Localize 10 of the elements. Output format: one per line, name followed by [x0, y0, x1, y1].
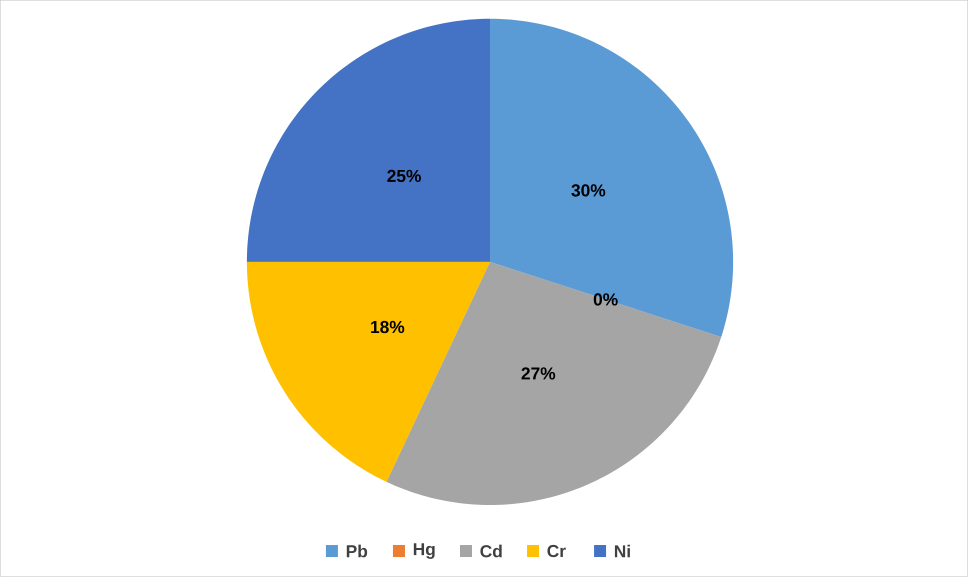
legend-label: Pb [346, 544, 368, 558]
data-label: 30% [571, 184, 606, 197]
data-label: 18% [371, 320, 404, 334]
data-label: 27% [522, 367, 556, 380]
legend-label: Cr [547, 544, 566, 558]
data-label: 25% [387, 170, 421, 182]
text: 0% [594, 293, 618, 306]
legend-label: Hg [414, 543, 435, 559]
legend-label: Ni [614, 544, 630, 558]
legend-label: Cd [480, 544, 502, 558]
